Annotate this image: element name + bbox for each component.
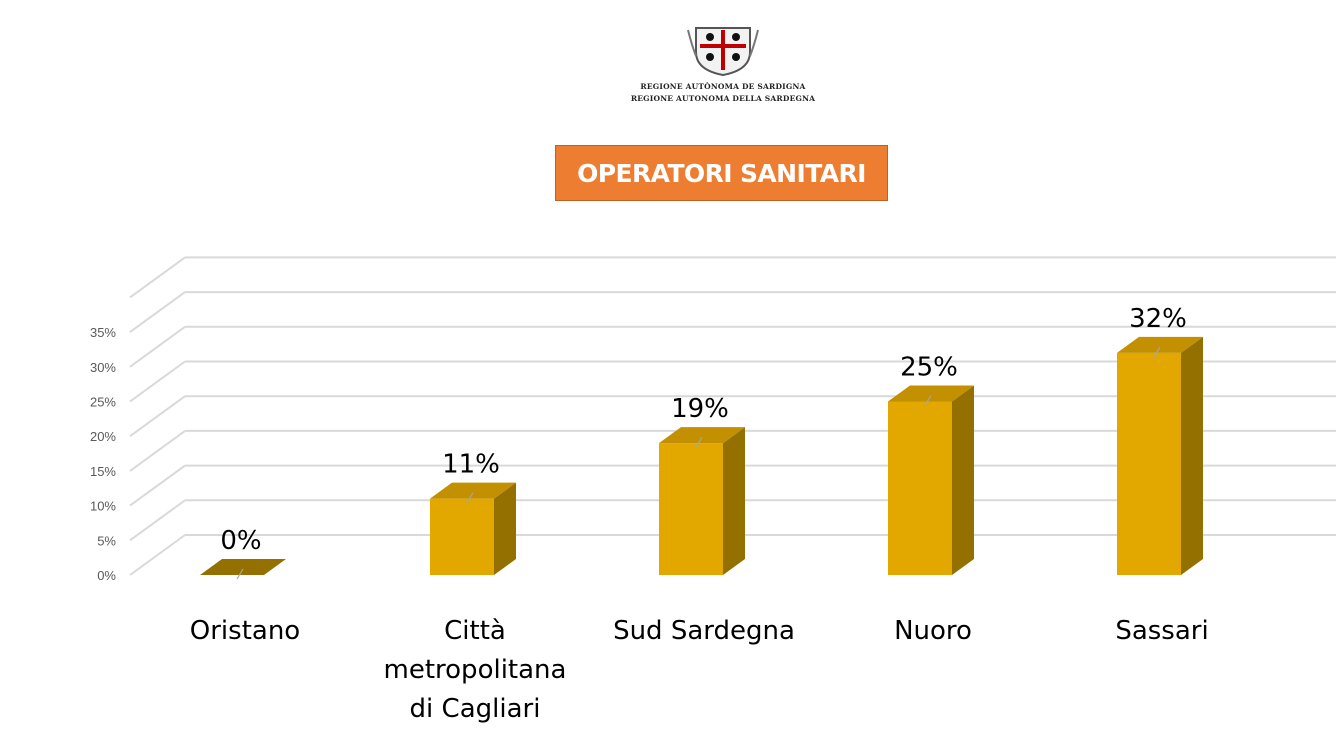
bar: [1117, 352, 1181, 575]
y-tick-label: 35%: [90, 325, 116, 340]
bar-top: [888, 385, 974, 402]
gridline-depth: [129, 291, 186, 333]
x-category-label: Sud Sardegna: [584, 612, 824, 651]
gridline-depth: [129, 430, 186, 472]
bar-side: [1181, 336, 1203, 575]
x-category-label-line: metropolitana: [383, 655, 567, 685]
sardinia-coat-of-arms-icon: [687, 27, 759, 76]
x-category-label-line: Sud Sardegna: [613, 616, 795, 646]
data-label-leader: [1153, 346, 1161, 358]
bar-top: [1117, 336, 1203, 353]
bar: [430, 498, 494, 575]
y-tick-label: 20%: [90, 429, 116, 444]
bar-top: [430, 482, 516, 499]
x-category-label-line: Oristano: [189, 616, 301, 646]
x-category-label-line: Sassari: [1115, 616, 1209, 646]
x-category-label-line: di Cagliari: [409, 694, 541, 724]
x-category-label: Città metropolitana di Cagliari: [355, 612, 595, 729]
gridline-depth: [129, 256, 186, 299]
bar-top: [659, 427, 745, 444]
chart-title: OPERATORI SANITARI: [577, 158, 866, 188]
region-name-sardinian: REGIONE AUTÒNOMA DE SARDIGNA: [640, 82, 806, 91]
y-tick-label: 25%: [90, 395, 116, 410]
bar-side: [494, 482, 516, 575]
bar-top: [200, 559, 286, 575]
data-label: 25%: [900, 353, 958, 383]
x-category-label: Oristano: [125, 612, 365, 651]
gridline-depth: [129, 395, 186, 438]
gridline-depth: [129, 534, 186, 576]
bar: [659, 443, 723, 575]
gridline-depth: [129, 499, 186, 542]
y-tick-label: 10%: [90, 499, 116, 514]
gridline-depth: [129, 325, 186, 368]
data-label: 19%: [671, 394, 729, 424]
x-category-label: Nuoro: [813, 612, 1053, 651]
bar-side: [723, 427, 745, 575]
bar-side: [952, 385, 974, 575]
gridline-depth: [129, 360, 186, 403]
y-tick-label: 5%: [97, 533, 116, 548]
data-label-leader: [236, 568, 244, 580]
data-label: 0%: [220, 526, 261, 556]
region-header: REGIONE AUTÒNOMA DE SARDIGNA REGIONE AUT…: [600, 22, 846, 112]
data-label-leader: [695, 436, 703, 448]
data-label: 32%: [1129, 304, 1187, 334]
bar: [888, 401, 952, 575]
data-label: 11%: [442, 450, 500, 480]
gridline-depth: [129, 464, 186, 507]
y-tick-label: 15%: [90, 464, 116, 479]
x-category-label-line: Nuoro: [894, 616, 972, 646]
data-label-leader: [924, 395, 932, 406]
y-tick-label: 0%: [97, 568, 116, 583]
chart-title-box: OPERATORI SANITARI: [555, 145, 888, 201]
region-name-italian: REGIONE AUTONOMA DELLA SARDEGNA: [630, 94, 816, 103]
y-tick-label: 30%: [90, 360, 116, 375]
data-label-leader: [466, 492, 474, 503]
x-category-label: Sassari: [1042, 612, 1282, 651]
x-category-label-line: Città: [444, 616, 506, 646]
